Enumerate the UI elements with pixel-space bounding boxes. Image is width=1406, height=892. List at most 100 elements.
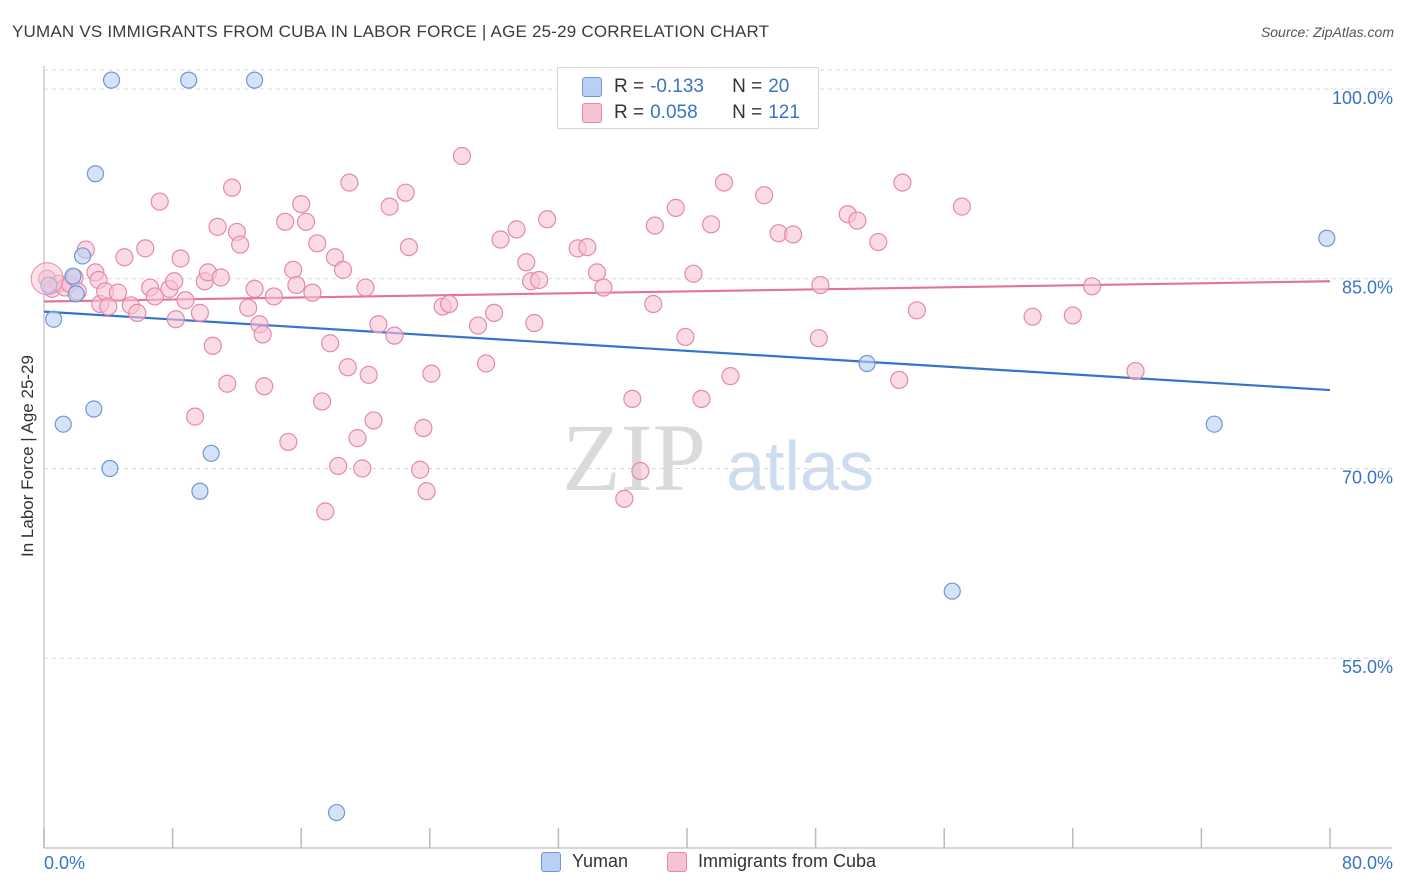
yuman-point xyxy=(245,71,264,89)
cuba-point xyxy=(615,489,634,508)
cuba-point xyxy=(422,364,441,383)
cuba-point xyxy=(231,235,250,254)
cuba-point xyxy=(176,291,195,310)
cuba-point xyxy=(676,327,695,347)
chart-title: YUMAN VS IMMIGRANTS FROM CUBA IN LABOR F… xyxy=(12,22,770,41)
cuba-point xyxy=(333,260,353,279)
cuba-point xyxy=(491,230,510,249)
legend-item-yuman: Yuman xyxy=(541,851,628,872)
cuba-point xyxy=(128,303,147,322)
cuba-point xyxy=(321,334,340,353)
cuba-point xyxy=(190,303,210,322)
cuba-point xyxy=(380,197,399,216)
cuba-point xyxy=(329,456,348,476)
cuba-point xyxy=(353,459,372,478)
cuba-point xyxy=(356,278,375,297)
yuman-point xyxy=(73,247,92,265)
cuba-point xyxy=(136,239,155,258)
x-tick-label: 80.0% xyxy=(1342,853,1393,873)
cuba-point xyxy=(952,197,971,216)
cuba-point xyxy=(530,270,549,290)
cuba-point xyxy=(809,329,828,348)
cuba-point xyxy=(1023,307,1042,326)
yuman-point xyxy=(943,582,961,600)
yuman-point xyxy=(45,310,63,328)
cuba-point xyxy=(417,482,436,501)
yuman-point xyxy=(67,285,85,303)
legend-n-value: 20 xyxy=(768,76,790,97)
yuman-point xyxy=(64,267,82,285)
axes xyxy=(43,66,1392,849)
gridlines xyxy=(44,69,1392,659)
cuba-point xyxy=(783,225,803,244)
cuba-point xyxy=(276,212,295,231)
cuba-point xyxy=(303,283,322,302)
legend-item-cuba: Immigrants from Cuba xyxy=(667,851,876,872)
watermark-zip: ZIP xyxy=(562,404,706,511)
cuba-point xyxy=(186,407,205,426)
tick-labels: 55.0% 70.0% 85.0% 100.0% 0.0% 80.0% xyxy=(44,88,1393,873)
y-tick-label: 85.0% xyxy=(1342,278,1393,298)
cuba-point xyxy=(525,313,544,333)
cuba-point xyxy=(264,287,283,306)
cuba-point xyxy=(108,283,128,302)
x-tick-label: 0.0% xyxy=(44,853,85,873)
yuman-point xyxy=(1205,415,1223,433)
cuba-point xyxy=(359,365,378,384)
cuba-point xyxy=(485,303,504,322)
cuba-point xyxy=(284,260,303,279)
cuba-point xyxy=(218,374,237,393)
cuba-point xyxy=(253,325,272,344)
cuba-point xyxy=(811,275,830,295)
cuba-point xyxy=(869,232,888,252)
yuman-point xyxy=(85,400,103,418)
yuman-point xyxy=(202,444,220,462)
cuba-point xyxy=(99,297,118,316)
cuba-point xyxy=(340,173,359,192)
series-legend: Yuman Immigrants from Cuba xyxy=(0,851,1406,879)
cuba-point xyxy=(1082,277,1102,296)
cuba-point xyxy=(399,238,419,257)
legend-n-value: 121 xyxy=(768,102,800,123)
yuman-point xyxy=(86,165,105,183)
cuba-point xyxy=(208,217,227,236)
stats-legend: R = -0.133 N = 20 R = 0.058 N = 121 xyxy=(557,67,819,129)
legend-swatch-cuba xyxy=(667,851,687,872)
y-axis-label: In Labor Force | Age 25-29 xyxy=(18,355,37,557)
cuba-point xyxy=(385,326,404,345)
cuba-point xyxy=(369,315,388,334)
cuba-point xyxy=(312,392,332,411)
yuman-point xyxy=(858,354,876,373)
cuba-point xyxy=(115,248,134,267)
cuba-point xyxy=(714,173,734,192)
legend-n-label: N = xyxy=(732,76,763,97)
legend-label-yuman: Yuman xyxy=(572,851,629,871)
cuba-point xyxy=(287,275,306,295)
yuman-point xyxy=(1318,229,1336,247)
cuba-point-cluster xyxy=(30,262,64,296)
yuman-point xyxy=(191,482,209,500)
yuman-point xyxy=(180,71,198,89)
cuba-point xyxy=(439,294,459,314)
cuba-point xyxy=(645,216,664,235)
cuba-point xyxy=(364,411,383,430)
legend-n-label: N = xyxy=(732,102,763,123)
cuba-point xyxy=(211,268,230,287)
y-tick-label: 100.0% xyxy=(1332,88,1393,108)
data-points xyxy=(30,71,1336,822)
yuman-point xyxy=(54,415,72,433)
cuba-point xyxy=(587,263,607,282)
cuba-point xyxy=(684,264,703,283)
cuba-point xyxy=(666,198,685,217)
legend-swatch-yuman xyxy=(541,851,561,872)
legend-r-label: R = xyxy=(614,102,645,123)
cuba-point xyxy=(316,502,335,521)
cuba-point xyxy=(308,234,327,253)
legend-r-value: -0.133 xyxy=(650,76,704,97)
yuman-point xyxy=(327,803,346,822)
legend-r-label: R = xyxy=(614,76,645,97)
cuba-point xyxy=(476,354,496,373)
cuba-point xyxy=(245,279,264,298)
cuba-point xyxy=(292,194,311,214)
